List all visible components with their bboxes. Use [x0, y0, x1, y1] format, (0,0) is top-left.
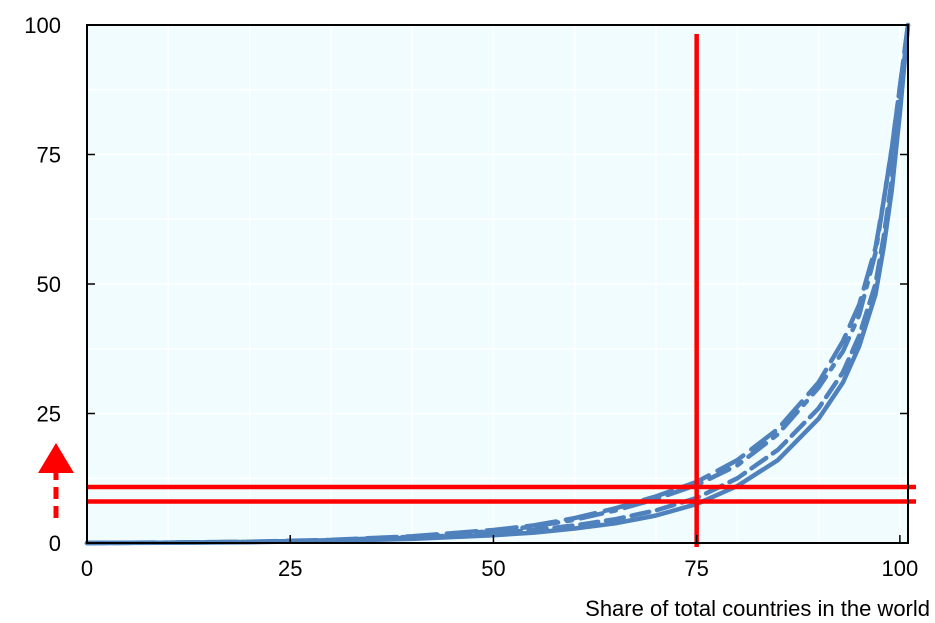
x-axis-tick-labels: 0 25 50 75 100	[81, 556, 918, 581]
x-axis-title: Share of total countries in the world	[585, 596, 930, 621]
x-tick-label: 75	[684, 556, 708, 581]
x-tick-label: 0	[81, 556, 93, 581]
x-tick-label: 25	[278, 556, 302, 581]
y-axis-tick-labels: 0 25 50 75 100	[24, 13, 61, 556]
x-tick-label: 50	[481, 556, 505, 581]
y-tick-label: 25	[37, 402, 61, 427]
arrow-head	[38, 443, 74, 473]
x-tick-label: 100	[882, 556, 919, 581]
axis-ticks	[86, 24, 908, 544]
up-arrow-indicator	[38, 443, 74, 518]
y-tick-label: 50	[37, 272, 61, 297]
grid	[87, 25, 908, 543]
y-tick-label: 100	[24, 13, 61, 38]
y-tick-label: 75	[37, 143, 61, 168]
y-tick-label: 0	[49, 531, 61, 556]
reference-lines	[87, 34, 916, 547]
